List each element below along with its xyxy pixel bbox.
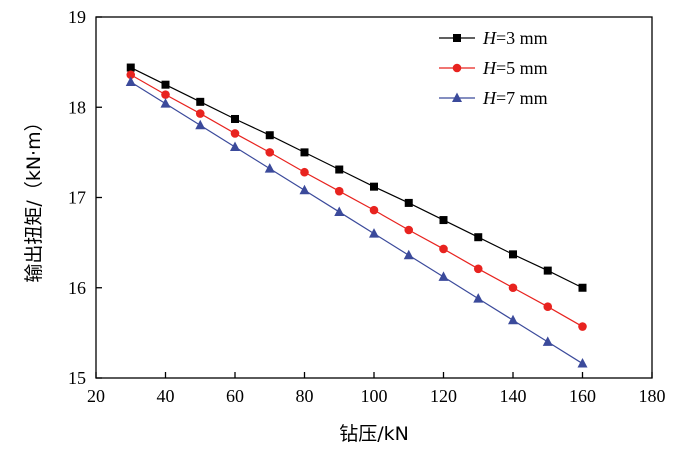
data-point bbox=[335, 165, 344, 174]
series-layer bbox=[125, 63, 588, 368]
series-3 bbox=[125, 76, 588, 368]
data-point bbox=[578, 283, 587, 292]
data-point bbox=[195, 109, 205, 118]
x-tick-label: 140 bbox=[500, 386, 527, 406]
data-point bbox=[577, 358, 588, 368]
y-tick-label: 19 bbox=[68, 7, 86, 27]
data-point bbox=[509, 250, 517, 259]
legend-entry-3: H=7 mm bbox=[439, 88, 548, 108]
data-point bbox=[404, 225, 414, 235]
data-point bbox=[230, 141, 240, 151]
y-tick-label: 16 bbox=[68, 278, 86, 298]
legend-label-variable: H bbox=[482, 88, 497, 108]
data-point bbox=[300, 167, 309, 177]
x-tick-label: 60 bbox=[226, 386, 244, 406]
data-point bbox=[300, 148, 309, 157]
data-point bbox=[264, 163, 275, 173]
series-line bbox=[130, 74, 583, 328]
data-point bbox=[578, 322, 587, 331]
data-point bbox=[543, 266, 552, 275]
data-point bbox=[334, 206, 345, 216]
data-point bbox=[195, 119, 206, 130]
x-tick-label: 80 bbox=[296, 386, 314, 406]
data-point bbox=[126, 63, 135, 72]
data-point bbox=[126, 70, 136, 80]
legend-label: H=3 mm bbox=[482, 28, 548, 48]
legend-label-variable: H bbox=[482, 58, 497, 78]
data-point bbox=[473, 264, 483, 274]
series-2 bbox=[126, 70, 587, 331]
data-point bbox=[196, 97, 205, 106]
y-tick-label: 17 bbox=[68, 188, 86, 208]
data-point bbox=[125, 76, 136, 86]
legend-entry-2: H=5 mm bbox=[439, 58, 548, 78]
x-tick-label: 180 bbox=[639, 386, 666, 406]
legend-label: H=5 mm bbox=[482, 58, 548, 78]
legend-label: H=7 mm bbox=[482, 88, 548, 108]
data-point bbox=[369, 228, 379, 238]
data-point bbox=[438, 271, 449, 281]
legend-label-value: =5 mm bbox=[496, 58, 548, 78]
legend: H=3 mmH=5 mmH=7 mm bbox=[439, 28, 548, 108]
data-point bbox=[230, 129, 240, 138]
data-point bbox=[265, 131, 274, 140]
data-point bbox=[473, 293, 484, 303]
y-tick-label: 18 bbox=[68, 97, 86, 117]
data-point bbox=[299, 184, 310, 195]
data-point bbox=[231, 114, 239, 123]
legend-label-variable: H bbox=[482, 28, 497, 48]
series-line bbox=[130, 81, 583, 365]
data-point bbox=[508, 283, 518, 293]
data-point bbox=[161, 80, 170, 89]
series-line bbox=[130, 67, 583, 289]
legend-marker bbox=[452, 63, 462, 73]
x-tick-label: 40 bbox=[157, 386, 175, 406]
data-point bbox=[369, 205, 379, 215]
data-point bbox=[542, 336, 553, 346]
x-tick-label: 100 bbox=[361, 386, 388, 406]
legend-marker bbox=[453, 34, 461, 42]
data-point bbox=[543, 302, 553, 312]
legend-label-value: =3 mm bbox=[496, 28, 548, 48]
plot-frame bbox=[95, 16, 653, 379]
legend-entry-1: H=3 mm bbox=[439, 28, 548, 48]
data-point bbox=[370, 182, 378, 191]
series-1 bbox=[126, 63, 587, 292]
y-tick-label: 15 bbox=[68, 368, 86, 388]
legend-label-value: =7 mm bbox=[496, 88, 548, 108]
data-point bbox=[439, 244, 448, 254]
axes: 20 40 60 80 100 120 140 160 180 15 16 17 18 19 bbox=[68, 7, 666, 406]
data-point bbox=[265, 148, 275, 157]
x-axis-title: 钻压/kN bbox=[339, 423, 409, 445]
data-point bbox=[508, 314, 518, 325]
data-point bbox=[439, 216, 448, 225]
data-point bbox=[474, 233, 483, 242]
x-tick-label: 160 bbox=[569, 386, 596, 406]
data-point bbox=[161, 90, 170, 99]
y-axis-title: 输出扭矩/（kN·m） bbox=[23, 112, 45, 282]
data-point bbox=[403, 249, 414, 260]
x-tick-label: 20 bbox=[87, 386, 105, 406]
legend-marker bbox=[452, 92, 462, 102]
data-point bbox=[160, 98, 171, 108]
data-point bbox=[404, 198, 413, 207]
data-point bbox=[334, 186, 344, 196]
x-tick-label: 120 bbox=[430, 386, 457, 406]
